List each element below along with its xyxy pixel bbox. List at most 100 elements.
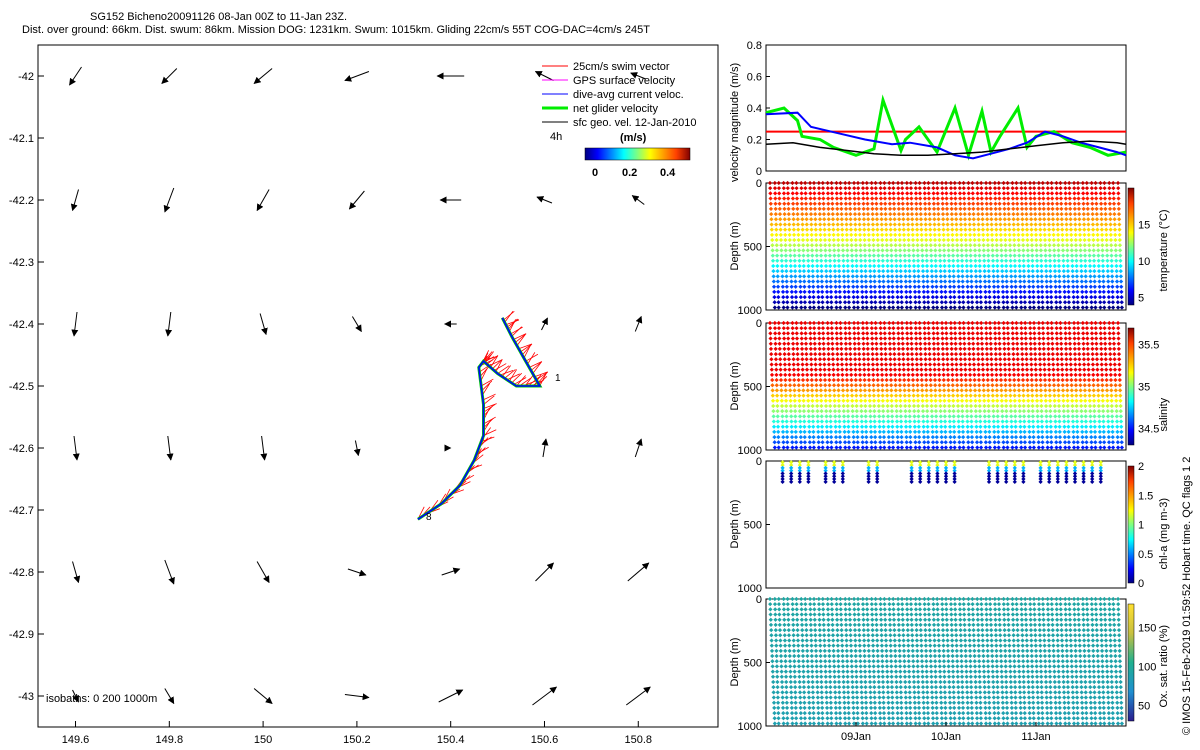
profile-sample [886, 289, 891, 295]
profile-sample [834, 201, 840, 206]
profile-sample [918, 196, 923, 201]
profile-sample [1035, 419, 1040, 424]
profile-sample [1042, 377, 1048, 383]
profile-sample [945, 227, 950, 232]
profile-sample [982, 269, 987, 274]
profile-sample [804, 367, 810, 372]
profile-sample [825, 180, 830, 186]
profile-sample [1039, 269, 1044, 274]
profile-sample [1021, 269, 1027, 274]
geo-velocity-arrow [260, 435, 268, 461]
profile-sample [953, 191, 958, 196]
profile-sample [811, 320, 817, 326]
profile-sample [1073, 377, 1078, 383]
profile-sample [787, 643, 792, 648]
chlorophyll-sample [926, 479, 931, 484]
profile-sample [796, 664, 802, 669]
profile-sample [890, 440, 896, 445]
profile-sample [852, 612, 857, 617]
profile-sample [1041, 346, 1046, 352]
profile-sample [931, 346, 937, 352]
profile-sample [951, 398, 956, 403]
profile-sample [885, 403, 890, 409]
section-y-tick-label: 0 [756, 178, 762, 190]
chlorophyll-sample [789, 476, 794, 482]
profile-sample [955, 398, 960, 403]
profile-sample [1104, 367, 1109, 372]
profile-sample [1003, 248, 1008, 253]
profile-sample [809, 367, 814, 372]
profile-sample [1016, 243, 1021, 248]
chlorophyll-sample [1038, 465, 1043, 470]
profile-sample [846, 690, 851, 695]
profile-sample [801, 409, 807, 414]
profile-sample [878, 305, 883, 310]
profile-sample [1028, 326, 1033, 331]
profile-sample [905, 331, 910, 336]
profile-sample [987, 289, 992, 295]
profile-sample [781, 331, 787, 336]
profile-sample [1117, 243, 1123, 248]
profile-sample [801, 269, 807, 274]
profile-sample [799, 305, 804, 310]
profile-sample [916, 289, 922, 295]
profile-sample [1097, 429, 1102, 435]
profile-sample [1045, 186, 1050, 191]
profile-sample [1112, 222, 1117, 227]
profile-sample [803, 326, 808, 331]
profile-sample [810, 388, 815, 393]
profile-sample [993, 206, 998, 212]
profile-sample [951, 419, 957, 424]
profile-sample [824, 429, 830, 435]
profile-sample [960, 424, 965, 429]
profile-sample [858, 253, 863, 258]
profile-sample [809, 227, 814, 232]
profile-sample [805, 393, 811, 398]
section-colorbar-tick: 5 [1138, 293, 1144, 305]
profile-sample [1068, 222, 1073, 227]
profile-sample [1014, 320, 1019, 326]
profile-sample [897, 372, 902, 377]
profile-sample [865, 196, 870, 201]
profile-sample [996, 186, 1002, 191]
profile-sample [785, 331, 791, 336]
profile-sample [864, 300, 869, 305]
profile-sample [774, 237, 779, 243]
profile-sample [843, 326, 848, 331]
profile-sample [908, 300, 913, 305]
chlorophyll-sample [1004, 471, 1009, 476]
profile-sample [1112, 211, 1117, 217]
section-colorbar-tick: 35.5 [1138, 340, 1159, 352]
swim-vector [511, 372, 523, 384]
profile-sample [1072, 351, 1078, 357]
profile-sample [793, 429, 798, 435]
profile-sample [1090, 341, 1095, 346]
profile-sample [845, 388, 850, 393]
profile-sample [1033, 367, 1038, 372]
profile-sample [1066, 294, 1071, 300]
profile-sample [1072, 211, 1078, 217]
profile-sample [1071, 294, 1076, 300]
profile-sample [946, 377, 951, 383]
profile-sample [782, 217, 787, 222]
profile-sample [799, 602, 804, 607]
profile-sample [793, 434, 799, 440]
profile-sample [849, 232, 854, 237]
profile-sample [810, 248, 815, 253]
chlorophyll-sample [1047, 479, 1052, 484]
profile-sample [799, 180, 804, 186]
swim-vector [518, 343, 532, 350]
profile-sample [847, 320, 852, 326]
profile-sample [1082, 243, 1087, 248]
profile-sample [1117, 232, 1122, 237]
profile-sample [1107, 201, 1113, 206]
profile-sample [1054, 196, 1060, 201]
profile-sample [833, 294, 839, 300]
profile-sample [1058, 320, 1063, 326]
profile-sample [1073, 227, 1078, 232]
chlorophyll-sample [995, 462, 1000, 468]
profile-sample [1078, 237, 1083, 243]
profile-sample [877, 434, 883, 440]
profile-sample [843, 320, 848, 326]
profile-sample [807, 710, 812, 716]
